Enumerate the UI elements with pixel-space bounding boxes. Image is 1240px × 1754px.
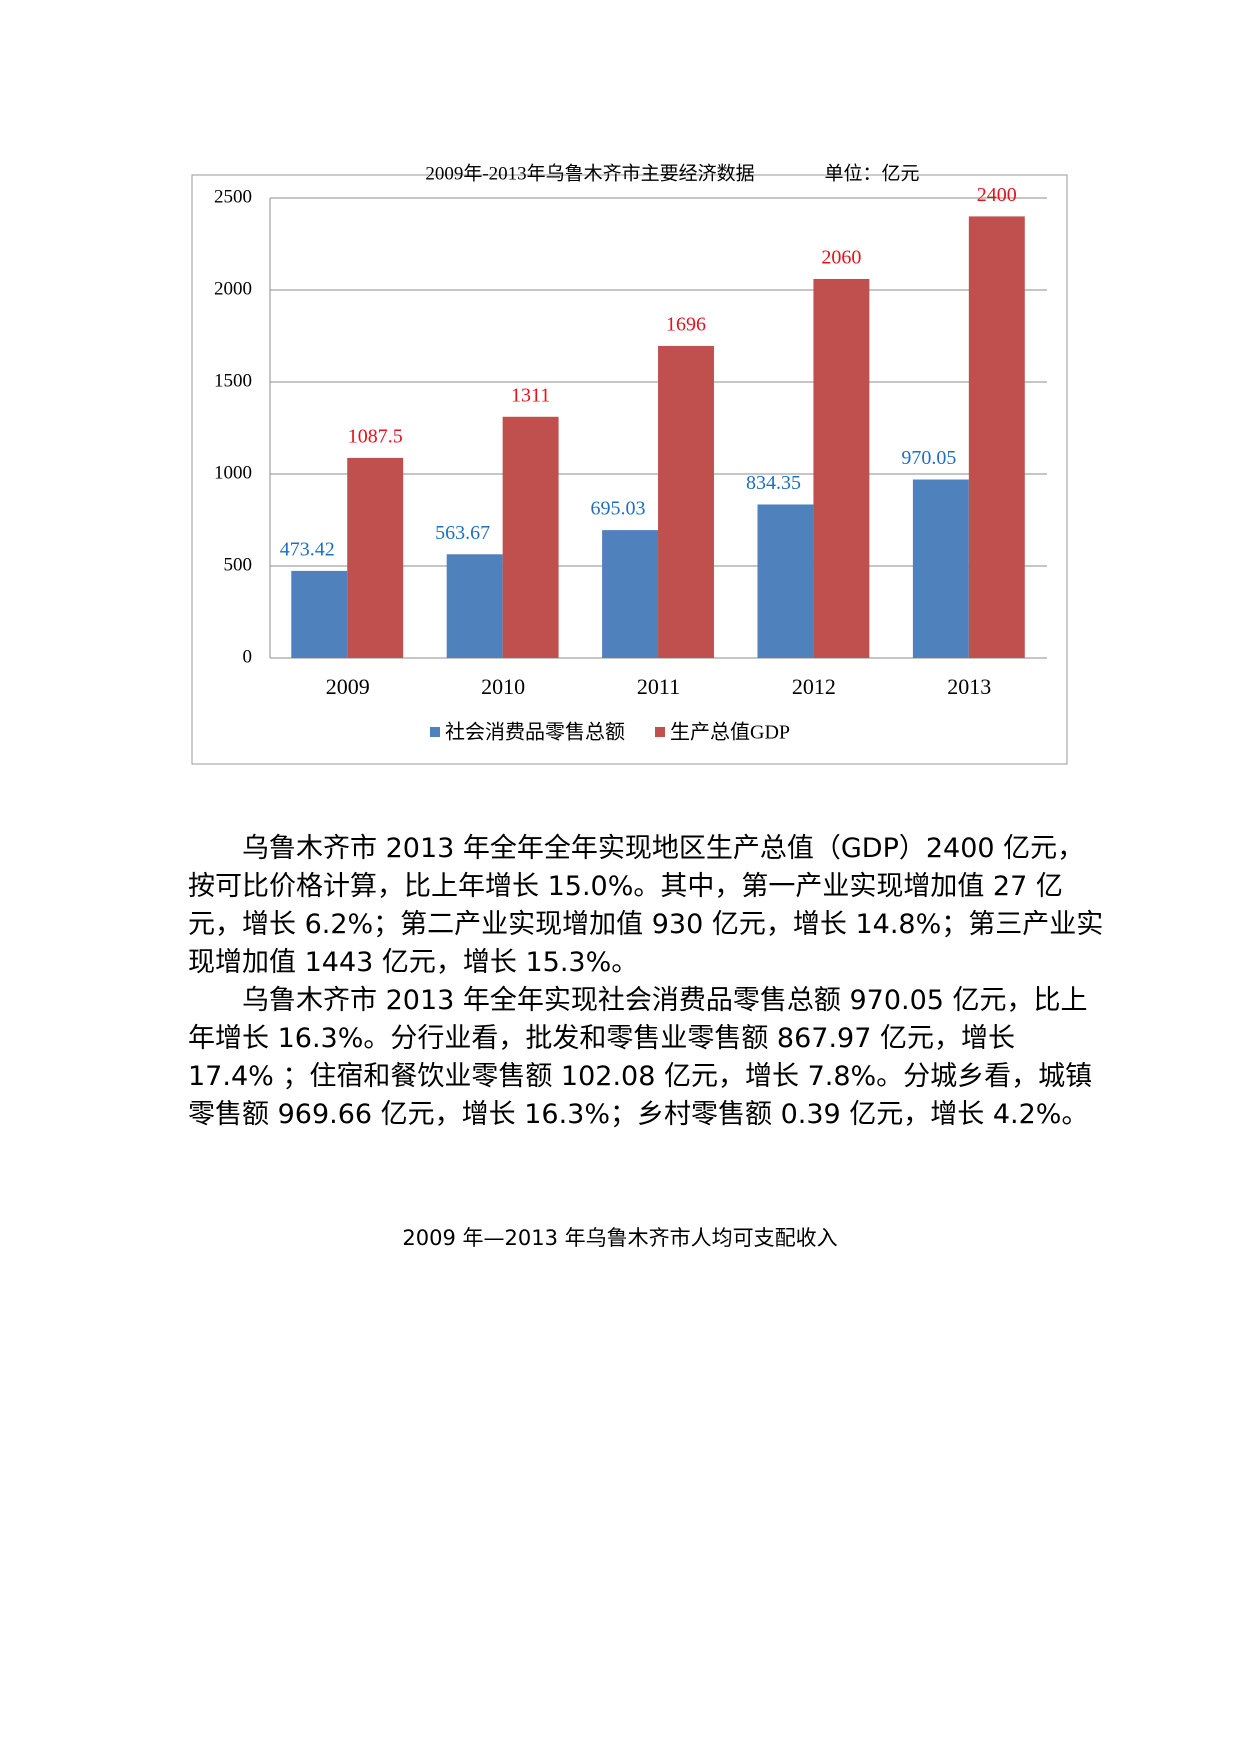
value-label: 834.35 bbox=[746, 472, 801, 494]
y-tick-label: 500 bbox=[224, 554, 253, 575]
chart: 2009年-2013年乌鲁木齐市主要经济数据 单位：亿元 0 500 1000 150… bbox=[191, 162, 1068, 765]
bar bbox=[658, 345, 714, 658]
value-label: 2060 bbox=[821, 247, 861, 269]
paragraph: 乌鲁木齐市 2013 年全年实现社会消费品零售总额 970.05 亿元，比上年增… bbox=[188, 985, 1093, 1130]
bar bbox=[757, 504, 814, 658]
bar bbox=[813, 278, 870, 658]
x-tick-label: 2012 bbox=[792, 674, 836, 699]
x-tick-label: 2010 bbox=[481, 674, 525, 699]
bar bbox=[968, 216, 1025, 658]
bar bbox=[502, 416, 559, 658]
y-tick-label: 2500 bbox=[214, 186, 252, 207]
y-tick-label: 2000 bbox=[214, 278, 252, 299]
legend-label: 生产总值GDP bbox=[670, 721, 790, 744]
chart-unit: 单位：亿元 bbox=[824, 162, 919, 184]
bar bbox=[602, 530, 659, 658]
y-tick-label: 1000 bbox=[214, 462, 252, 483]
x-tick-label: 2011 bbox=[637, 674, 680, 699]
bar bbox=[912, 479, 969, 658]
value-label: 563.67 bbox=[435, 522, 490, 544]
legend-swatch bbox=[655, 727, 665, 737]
value-label: 1311 bbox=[511, 384, 550, 406]
value-label: 1087.5 bbox=[348, 425, 403, 447]
paragraph: 乌鲁木齐市 2013 年全年全年实现地区生产总值（GDP）2400 亿元，按可比… bbox=[188, 833, 1104, 978]
chart-title: 2009年-2013年乌鲁木齐市主要经济数据 bbox=[425, 162, 754, 184]
legend-label: 社会消费品零售总额 bbox=[445, 721, 625, 744]
value-label: 2400 bbox=[977, 184, 1017, 206]
x-tick-label: 2009 bbox=[326, 674, 370, 699]
value-label: 695.03 bbox=[591, 498, 646, 520]
value-label: 1696 bbox=[666, 314, 706, 336]
value-label: 970.05 bbox=[901, 447, 956, 469]
chart-frame bbox=[191, 174, 1068, 765]
x-tick-label: 2013 bbox=[947, 674, 991, 699]
bar bbox=[291, 570, 348, 658]
legend-swatch bbox=[430, 727, 440, 737]
y-tick-label: 1500 bbox=[214, 370, 252, 391]
bar bbox=[347, 457, 404, 658]
caption: 2009 年—2013 年乌鲁木齐市人均可支配收入 bbox=[402, 1226, 838, 1250]
value-label: 473.42 bbox=[280, 538, 335, 560]
bar bbox=[446, 554, 503, 658]
y-tick-label: 0 bbox=[243, 646, 253, 667]
